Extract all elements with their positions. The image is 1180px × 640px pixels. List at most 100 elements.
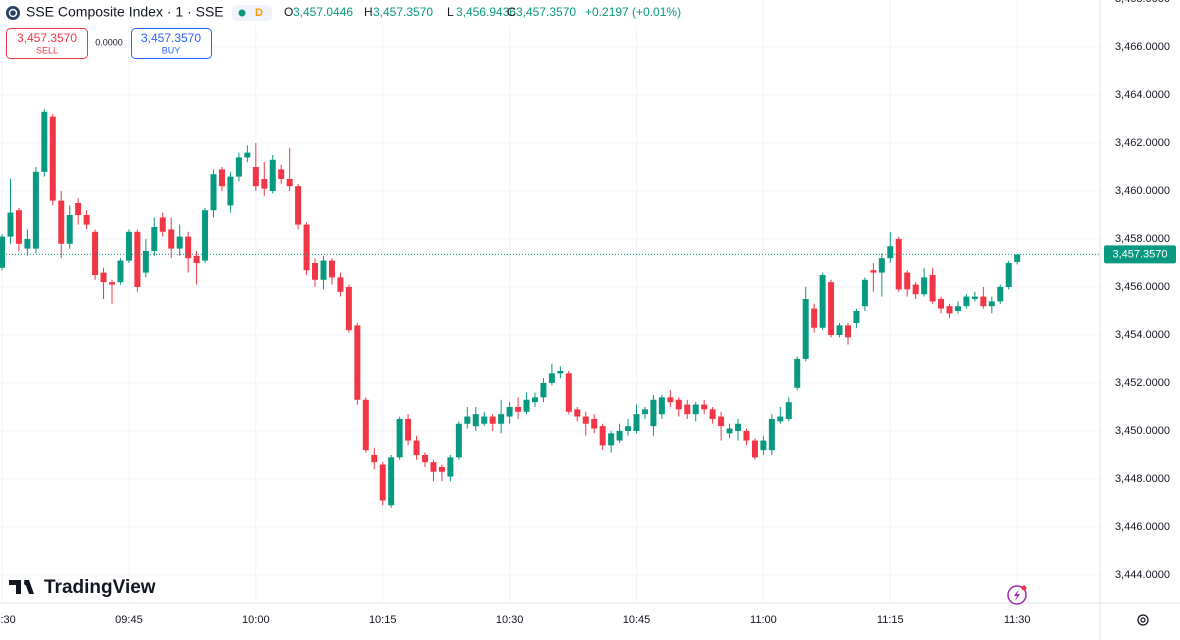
- candle-body: [938, 298, 945, 309]
- candle-body: [785, 402, 792, 419]
- last-price-label: 3,457.3570: [1112, 248, 1167, 260]
- candle-body: [430, 462, 437, 472]
- candle-body: [641, 409, 648, 415]
- y-tick-label: 3,444.0000: [1115, 569, 1170, 581]
- sell-price[interactable]: 3,457.3570: [17, 31, 77, 45]
- candle-body: [32, 171, 39, 249]
- x-tick-label: 09:45: [115, 614, 143, 626]
- candle-body: [760, 440, 767, 451]
- last-price-tag: [1104, 245, 1176, 264]
- candle-body: [515, 406, 522, 412]
- candle-body: [887, 246, 894, 259]
- y-tick-label: 3,460.0000: [1115, 185, 1170, 197]
- candle-body: [252, 167, 259, 187]
- ohlc-value: 3,457.3570: [373, 5, 433, 19]
- candle-body: [100, 272, 107, 283]
- candle-body: [1014, 254, 1021, 262]
- x-tick-label: 10:30: [496, 614, 524, 626]
- candle-body: [726, 428, 733, 434]
- candle-body: [861, 279, 868, 307]
- lightning-icon: [1014, 589, 1020, 601]
- candle-body: [633, 414, 640, 431]
- candle-body: [464, 416, 471, 424]
- candle-body: [540, 382, 547, 398]
- y-tick-label: 3,464.0000: [1115, 89, 1170, 101]
- candle-body: [379, 464, 386, 501]
- candle-body: [66, 214, 73, 244]
- x-tick-label: 09:30: [0, 614, 16, 626]
- candle-body: [75, 202, 82, 215]
- candle-body: [997, 286, 1004, 302]
- candle-body: [701, 404, 708, 410]
- ohlc-key: L: [447, 5, 454, 19]
- buy-button[interactable]: [131, 28, 212, 59]
- buy-price[interactable]: 3,457.3570: [141, 31, 201, 45]
- candle-body: [405, 418, 412, 441]
- candle-body: [565, 373, 572, 412]
- change: +0.2197 (+0.01%): [585, 5, 681, 19]
- candle-body: [971, 296, 978, 299]
- candle-body: [328, 260, 335, 278]
- settings-button[interactable]: [1137, 614, 1149, 626]
- candle-body: [870, 270, 877, 273]
- candle-body: [125, 231, 132, 261]
- notification-dot: [1021, 585, 1027, 591]
- spread: 0.0000: [95, 37, 123, 47]
- candle-body: [498, 414, 505, 424]
- candle-body: [447, 457, 454, 477]
- y-tick-label: 3,456.0000: [1115, 281, 1170, 293]
- y-tick-label: 3,446.0000: [1115, 521, 1170, 533]
- candle-body: [777, 416, 784, 422]
- y-tick-label: 3,468.0000: [1115, 0, 1170, 5]
- candle-body: [472, 414, 479, 427]
- candle-body: [768, 418, 775, 451]
- candle-body: [117, 260, 124, 283]
- candle-body: [49, 116, 56, 201]
- sell-label[interactable]: SELL: [36, 45, 58, 55]
- candle-body: [278, 169, 285, 180]
- x-tick-label: 10:15: [369, 614, 397, 626]
- candle-body: [269, 159, 276, 192]
- ohlc-value: 3,457.3570: [516, 5, 576, 19]
- candle-body: [904, 272, 911, 290]
- candle-body: [0, 236, 6, 268]
- x-tick-label: 11:15: [877, 614, 904, 626]
- candle-body: [388, 457, 395, 506]
- candle-body: [954, 306, 961, 311]
- candle-body: [312, 262, 319, 280]
- candle-body: [109, 282, 116, 285]
- buy-label[interactable]: BUY: [162, 45, 181, 55]
- candle-body: [650, 399, 657, 427]
- sell-button[interactable]: [6, 28, 88, 59]
- candle-body: [193, 255, 200, 263]
- grid: [0, 0, 1100, 603]
- candle-body: [557, 370, 564, 374]
- y-tick-label: 3,448.0000: [1115, 473, 1170, 485]
- candle-body: [345, 286, 352, 331]
- candle-body: [591, 418, 598, 429]
- candle-body: [531, 397, 538, 403]
- status-box: [232, 5, 272, 21]
- y-tick-label: 3,466.0000: [1115, 41, 1170, 53]
- candle-body: [523, 399, 530, 412]
- candle-body: [819, 274, 826, 328]
- candle-body: [41, 111, 48, 172]
- candle-body: [718, 416, 725, 427]
- candle-body: [481, 416, 488, 424]
- candle-body: [202, 210, 209, 261]
- candle-body: [244, 152, 251, 158]
- candle-body: [811, 308, 818, 328]
- candle-body: [159, 217, 166, 232]
- candle-body: [24, 238, 31, 249]
- axes: 3,444.0000 3,446.0000 3,448.0000 3,450.0000…: [0, 0, 1176, 626]
- symbol-title: SSE Composite Index · 1 · SSE: [26, 4, 224, 20]
- candle-body: [210, 174, 217, 211]
- candle-body: [396, 418, 403, 458]
- candles: [0, 109, 1100, 508]
- candle-body: [320, 260, 327, 280]
- x-tick-label: 11:00: [750, 614, 777, 626]
- candle-body: [489, 416, 496, 424]
- settings-icon: [1140, 617, 1146, 623]
- candle-body: [844, 325, 851, 338]
- brand-logo: [9, 580, 34, 594]
